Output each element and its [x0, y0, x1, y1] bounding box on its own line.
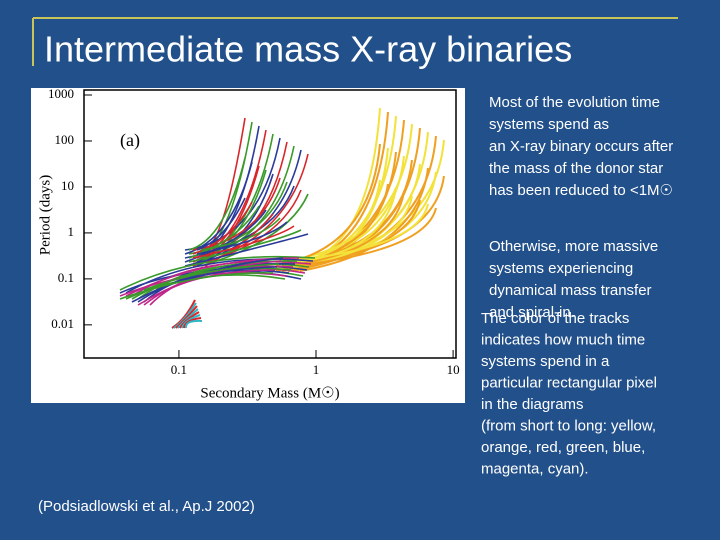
note-line: and spiral-in. — [489, 304, 575, 321]
note-line: systems spend as — [489, 116, 609, 133]
track — [299, 167, 429, 272]
note-line: an X-ray binary occurs after — [489, 138, 673, 155]
note-line: Otherwise, more massive — [489, 238, 658, 255]
note-line: systems experiencing — [489, 260, 633, 277]
track — [119, 255, 316, 291]
x-tick-label: 0.1 — [171, 362, 187, 377]
note-line: particular rectangular pixel — [481, 374, 657, 391]
track — [119, 272, 274, 300]
note-line: Most of the evolution time — [489, 94, 660, 111]
note-line: systems spend in a — [481, 353, 610, 370]
track — [196, 197, 246, 251]
y-tick-label: 0.01 — [51, 316, 74, 331]
track — [177, 308, 199, 329]
note-line: magenta, cyan). — [481, 460, 589, 477]
y-axis-label: Period (days) — [37, 175, 53, 255]
track — [173, 302, 197, 329]
track — [200, 217, 281, 251]
note-line: has been reduced to <1M☉ — [489, 182, 673, 199]
track — [184, 319, 203, 329]
track — [192, 225, 295, 259]
x-axis-label: Secondary Mass (M☉) — [200, 385, 339, 401]
track — [293, 191, 405, 266]
track — [171, 299, 196, 329]
citation: (Podsiadlowski et al., Ap.J 2002) — [38, 498, 255, 515]
plot-frame — [83, 89, 457, 359]
y-tick-label: 0.1 — [58, 270, 74, 285]
x-tick-label: 1 — [313, 362, 320, 377]
note-line: (from short to long: yellow, — [481, 417, 656, 434]
track — [143, 263, 280, 291]
note-line: in the diagrams — [481, 396, 584, 413]
track — [196, 221, 288, 255]
track — [299, 207, 437, 266]
track — [179, 311, 200, 329]
track — [181, 314, 201, 329]
track — [188, 181, 288, 255]
y-tick-label: 1000 — [48, 86, 74, 101]
note-line: the mass of the donor star — [489, 160, 663, 177]
note-line: orange, red, green, blue, — [481, 439, 645, 456]
note-line: indicates how much time — [481, 331, 645, 348]
panel-label: (a) — [120, 130, 140, 151]
track — [299, 187, 397, 263]
note-line: dynamical mass transfer — [489, 282, 652, 299]
y-tick-label: 1 — [68, 224, 75, 239]
y-tick-label: 10 — [61, 178, 74, 193]
tracks — [119, 107, 445, 329]
note-line: The color of the tracks — [481, 310, 629, 327]
slide-title: Intermediate mass X-ray binaries — [44, 29, 572, 70]
track — [188, 157, 246, 251]
track — [192, 201, 253, 255]
track — [275, 203, 429, 263]
track — [184, 233, 309, 267]
y-tick-label: 100 — [55, 132, 75, 147]
x-tick-label: 10 — [447, 362, 460, 377]
track — [175, 305, 198, 329]
track — [149, 266, 278, 294]
track — [188, 229, 302, 263]
